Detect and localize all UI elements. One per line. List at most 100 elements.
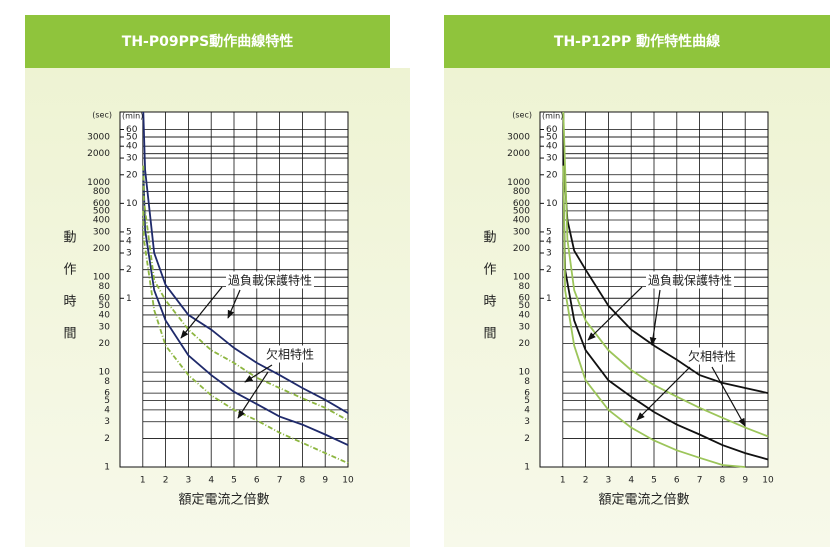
x-axis-label: 額定電流之倍數	[178, 493, 269, 508]
y2-tick-label: 3	[546, 248, 552, 258]
y-tick-label: 10	[99, 368, 111, 378]
y-tick-label: 300	[513, 227, 530, 237]
x-tick-label: 7	[697, 476, 703, 486]
annotation-arrow	[237, 371, 269, 419]
y-tick-label: 200	[513, 244, 530, 254]
y-tick-label: 8	[104, 377, 110, 387]
y2-tick-label: 20	[546, 170, 558, 180]
y-tick-label: 6	[524, 389, 530, 399]
y-tick-label: 300	[93, 227, 110, 237]
y-tick-label: 400	[93, 216, 110, 226]
y-tick-label: 20	[99, 339, 111, 349]
y2-tick-label: 40	[126, 142, 138, 152]
y-tick-label: 600	[513, 199, 530, 209]
x-tick-label: 1	[140, 476, 146, 486]
y-axis-label: 動作時間	[61, 230, 77, 358]
y-tick-label: 600	[93, 199, 110, 209]
y-tick-label: 100	[93, 273, 110, 283]
y-tick-label: 8	[524, 377, 530, 387]
y-tick-label: 2	[104, 434, 110, 444]
y-tick-label: 10	[519, 368, 531, 378]
y2-tick-label: 1	[126, 294, 132, 304]
y-tick-label: 800	[513, 187, 530, 197]
y2-tick-label: 4	[126, 237, 132, 247]
annotation-arrow	[244, 364, 273, 383]
y-tick-label: 1	[524, 463, 530, 473]
x-tick-label: 5	[231, 476, 237, 486]
y2-unit: (min)	[122, 112, 143, 121]
y2-tick-label: 2	[546, 265, 552, 275]
y-tick-label: 1000	[507, 178, 530, 188]
header-bar	[444, 15, 830, 68]
y2-tick-label: 40	[546, 142, 558, 152]
y2-tick-label: 4	[546, 237, 552, 247]
curve	[562, 165, 746, 468]
y-unit: (sec)	[512, 111, 532, 120]
curve	[562, 111, 769, 438]
y2-tick-label: 30	[546, 154, 558, 164]
annotation-arrow	[636, 366, 691, 421]
annotation-arrow	[649, 289, 661, 346]
x-tick-label: 9	[322, 476, 328, 486]
annotation-arrow	[180, 286, 223, 339]
y2-unit: (min)	[542, 112, 563, 121]
x-tick-label: 4	[208, 476, 214, 486]
y-tick-label: 2000	[87, 149, 110, 159]
y-tick-label: 4	[104, 405, 110, 415]
y-tick-label: 800	[93, 187, 110, 197]
y-tick-label: 50	[99, 301, 111, 311]
y-tick-label: 500	[93, 206, 110, 216]
curve	[142, 111, 349, 414]
chart-title: TH-P12PP 動作特性曲線	[554, 33, 720, 50]
y-tick-label: 80	[519, 282, 531, 292]
y2-tick-label: 10	[126, 199, 138, 209]
y-tick-label: 3	[104, 417, 110, 427]
x-tick-label: 6	[674, 476, 680, 486]
annotation: 欠相特性	[266, 347, 314, 362]
y2-tick-label: 30	[126, 154, 138, 164]
annotation: 欠相特性	[688, 349, 736, 364]
x-tick-label: 2	[163, 476, 169, 486]
x-tick-label: 5	[651, 476, 657, 486]
y-tick-label: 3000	[507, 132, 530, 142]
y-tick-label: 3	[524, 417, 530, 427]
chart-title: TH-P09PPS動作曲線特性	[122, 33, 293, 50]
x-axis-label: 額定電流之倍數	[598, 493, 689, 508]
y2-tick-label: 5	[546, 227, 552, 237]
x-tick-label: 3	[606, 476, 612, 486]
y2-tick-label: 60	[546, 125, 558, 135]
y-tick-label: 30	[519, 322, 531, 332]
y-tick-label: 200	[93, 244, 110, 254]
y-tick-label: 2	[524, 434, 530, 444]
y-tick-label: 100	[513, 273, 530, 283]
y2-tick-label: 50	[546, 133, 558, 143]
annotation-arrow	[227, 289, 241, 319]
y2-tick-label: 5	[126, 227, 132, 237]
y-tick-label: 40	[99, 310, 111, 320]
y-axis-label: 動作時間	[481, 230, 497, 358]
y-tick-label: 400	[513, 216, 530, 226]
y-tick-label: 5	[104, 396, 110, 406]
y2-tick-label: 10	[546, 199, 558, 209]
x-tick-label: 3	[186, 476, 192, 486]
y-tick-label: 60	[519, 294, 531, 304]
y-tick-label: 50	[519, 301, 531, 311]
annotation-arrow	[711, 366, 746, 427]
y-tick-label: 6	[104, 389, 110, 399]
annotation-bg	[685, 347, 739, 365]
x-tick-label: 10	[762, 476, 774, 486]
curve	[142, 165, 349, 422]
x-tick-label: 10	[342, 476, 354, 486]
x-tick-label: 6	[254, 476, 260, 486]
curve	[562, 182, 769, 461]
y-tick-label: 2000	[507, 149, 530, 159]
y-tick-label: 4	[524, 405, 530, 415]
annotation-bg	[263, 345, 317, 363]
x-tick-label: 8	[300, 476, 306, 486]
x-tick-label: 4	[628, 476, 634, 486]
x-tick-label: 7	[277, 476, 283, 486]
y-tick-label: 5	[524, 396, 530, 406]
y-tick-label: 60	[99, 294, 111, 304]
x-tick-label: 8	[720, 476, 726, 486]
